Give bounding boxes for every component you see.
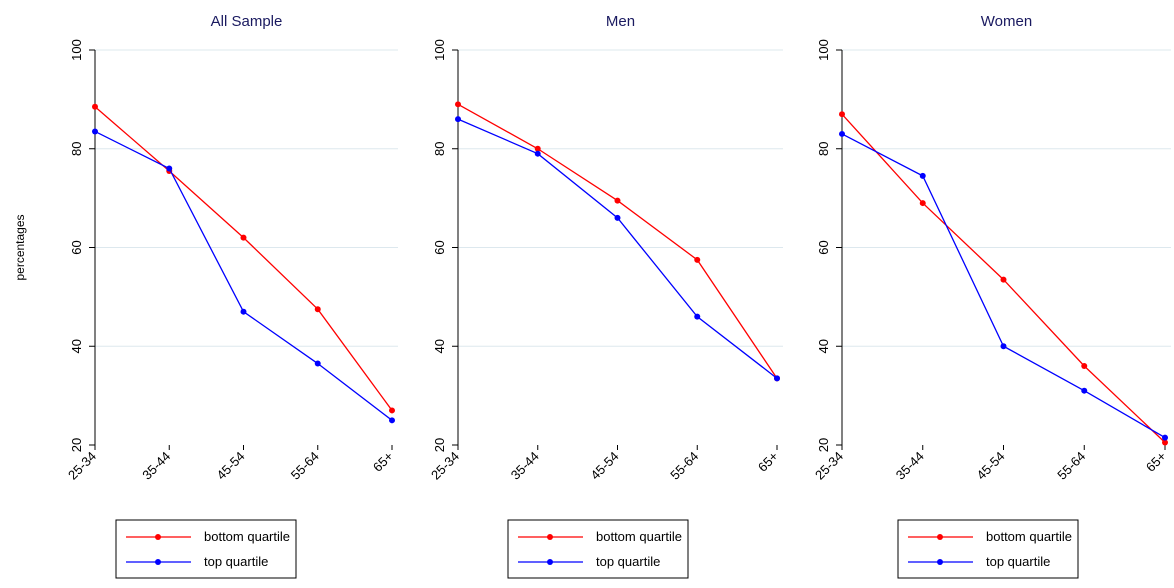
panel-title: Men [606, 13, 635, 30]
y-tick-label: 60 [432, 240, 447, 254]
legend-label: top quartile [204, 554, 268, 569]
data-point [314, 360, 321, 367]
data-point [166, 165, 173, 172]
x-tick-label: 45-54 [588, 449, 622, 483]
x-tick-label: 45-54 [214, 449, 248, 483]
x-tick-label: 25-34 [428, 449, 462, 483]
data-point [1162, 439, 1168, 446]
data-point [774, 375, 780, 382]
data-point [92, 128, 98, 135]
panel-title: All Sample [211, 13, 283, 30]
x-tick-label: 35-44 [508, 449, 542, 483]
y-tick-label: 80 [69, 142, 84, 156]
data-point [919, 172, 926, 179]
data-point [919, 200, 926, 207]
y-tick-label: 60 [69, 240, 84, 254]
data-point [240, 234, 247, 241]
panel-title: Women [981, 13, 1032, 30]
data-point [534, 145, 541, 152]
data-point [694, 313, 701, 320]
x-tick-label: 35-44 [893, 449, 927, 483]
data-point [839, 111, 845, 118]
y-tick-label: 100 [816, 39, 831, 61]
x-tick-label: 35-44 [139, 449, 173, 483]
series-line-top-quartile [841, 133, 1166, 439]
data-point [1162, 434, 1168, 441]
y-tick-label: 20 [432, 438, 447, 452]
legend-label: top quartile [596, 554, 660, 569]
y-axis-label: percentages [13, 214, 27, 280]
y-tick-label: 100 [69, 39, 84, 61]
y-tick-label: 40 [816, 339, 831, 353]
legend-label: bottom quartile [204, 529, 290, 544]
data-point [614, 214, 621, 221]
series-line-bottom-quartile [457, 103, 778, 379]
y-tick-label: 80 [816, 142, 831, 156]
x-tick-label: 45-54 [974, 449, 1008, 483]
data-point [240, 308, 247, 315]
data-point [534, 150, 541, 157]
x-tick-label: 25-34 [65, 449, 99, 483]
series-line-top-quartile [457, 118, 778, 379]
legend-label: bottom quartile [596, 529, 682, 544]
data-point [1000, 343, 1007, 350]
data-point [389, 407, 395, 414]
data-point [1000, 276, 1007, 283]
legend-marker [937, 559, 943, 565]
legend-marker [155, 559, 161, 565]
x-tick-label: 55-64 [667, 449, 701, 483]
y-tick-label: 20 [69, 438, 84, 452]
data-point [92, 103, 98, 110]
legend-box [507, 519, 689, 579]
legend-label: top quartile [986, 554, 1050, 569]
data-point [314, 306, 321, 313]
x-tick-label: 65+ [1143, 449, 1169, 475]
y-tick-label: 20 [816, 438, 831, 452]
y-tick-label: 80 [432, 142, 447, 156]
data-point [1081, 387, 1088, 394]
data-point [455, 101, 461, 108]
y-tick-label: 40 [69, 339, 84, 353]
legend-marker [547, 559, 553, 565]
x-tick-label: 55-64 [1054, 449, 1088, 483]
legend-box [897, 519, 1079, 579]
y-tick-label: 100 [432, 39, 447, 61]
x-tick-label: 55-64 [288, 449, 322, 483]
data-point [389, 417, 395, 424]
x-tick-label: 65+ [370, 449, 396, 475]
series-line-top-quartile [94, 130, 393, 421]
panel-2: 20 40 60 80 100 25-34 35-44 45-54 55-64 65+ Women b… [812, 13, 1171, 579]
legend-box [115, 519, 297, 579]
x-tick-label: 25-34 [812, 449, 846, 483]
x-tick-label: 65+ [755, 449, 781, 475]
panel-1: 20 40 60 80 100 25-34 35-44 45-54 55-64 65+ Men bot… [428, 13, 783, 579]
y-tick-label: 60 [816, 240, 831, 254]
series-line-bottom-quartile [94, 106, 393, 411]
data-point [1081, 363, 1088, 369]
data-point [839, 130, 845, 137]
y-tick-label: 40 [432, 339, 447, 353]
legend-marker [937, 534, 943, 540]
data-point [694, 256, 701, 263]
legend-label: bottom quartile [986, 529, 1072, 544]
legend-marker [155, 534, 161, 540]
panel-0: 20 40 60 80 100 25-34 35-44 45-54 55-64 65+ All Sa… [13, 13, 398, 579]
data-point [614, 197, 621, 204]
data-point [455, 116, 461, 123]
legend-marker [547, 534, 553, 540]
